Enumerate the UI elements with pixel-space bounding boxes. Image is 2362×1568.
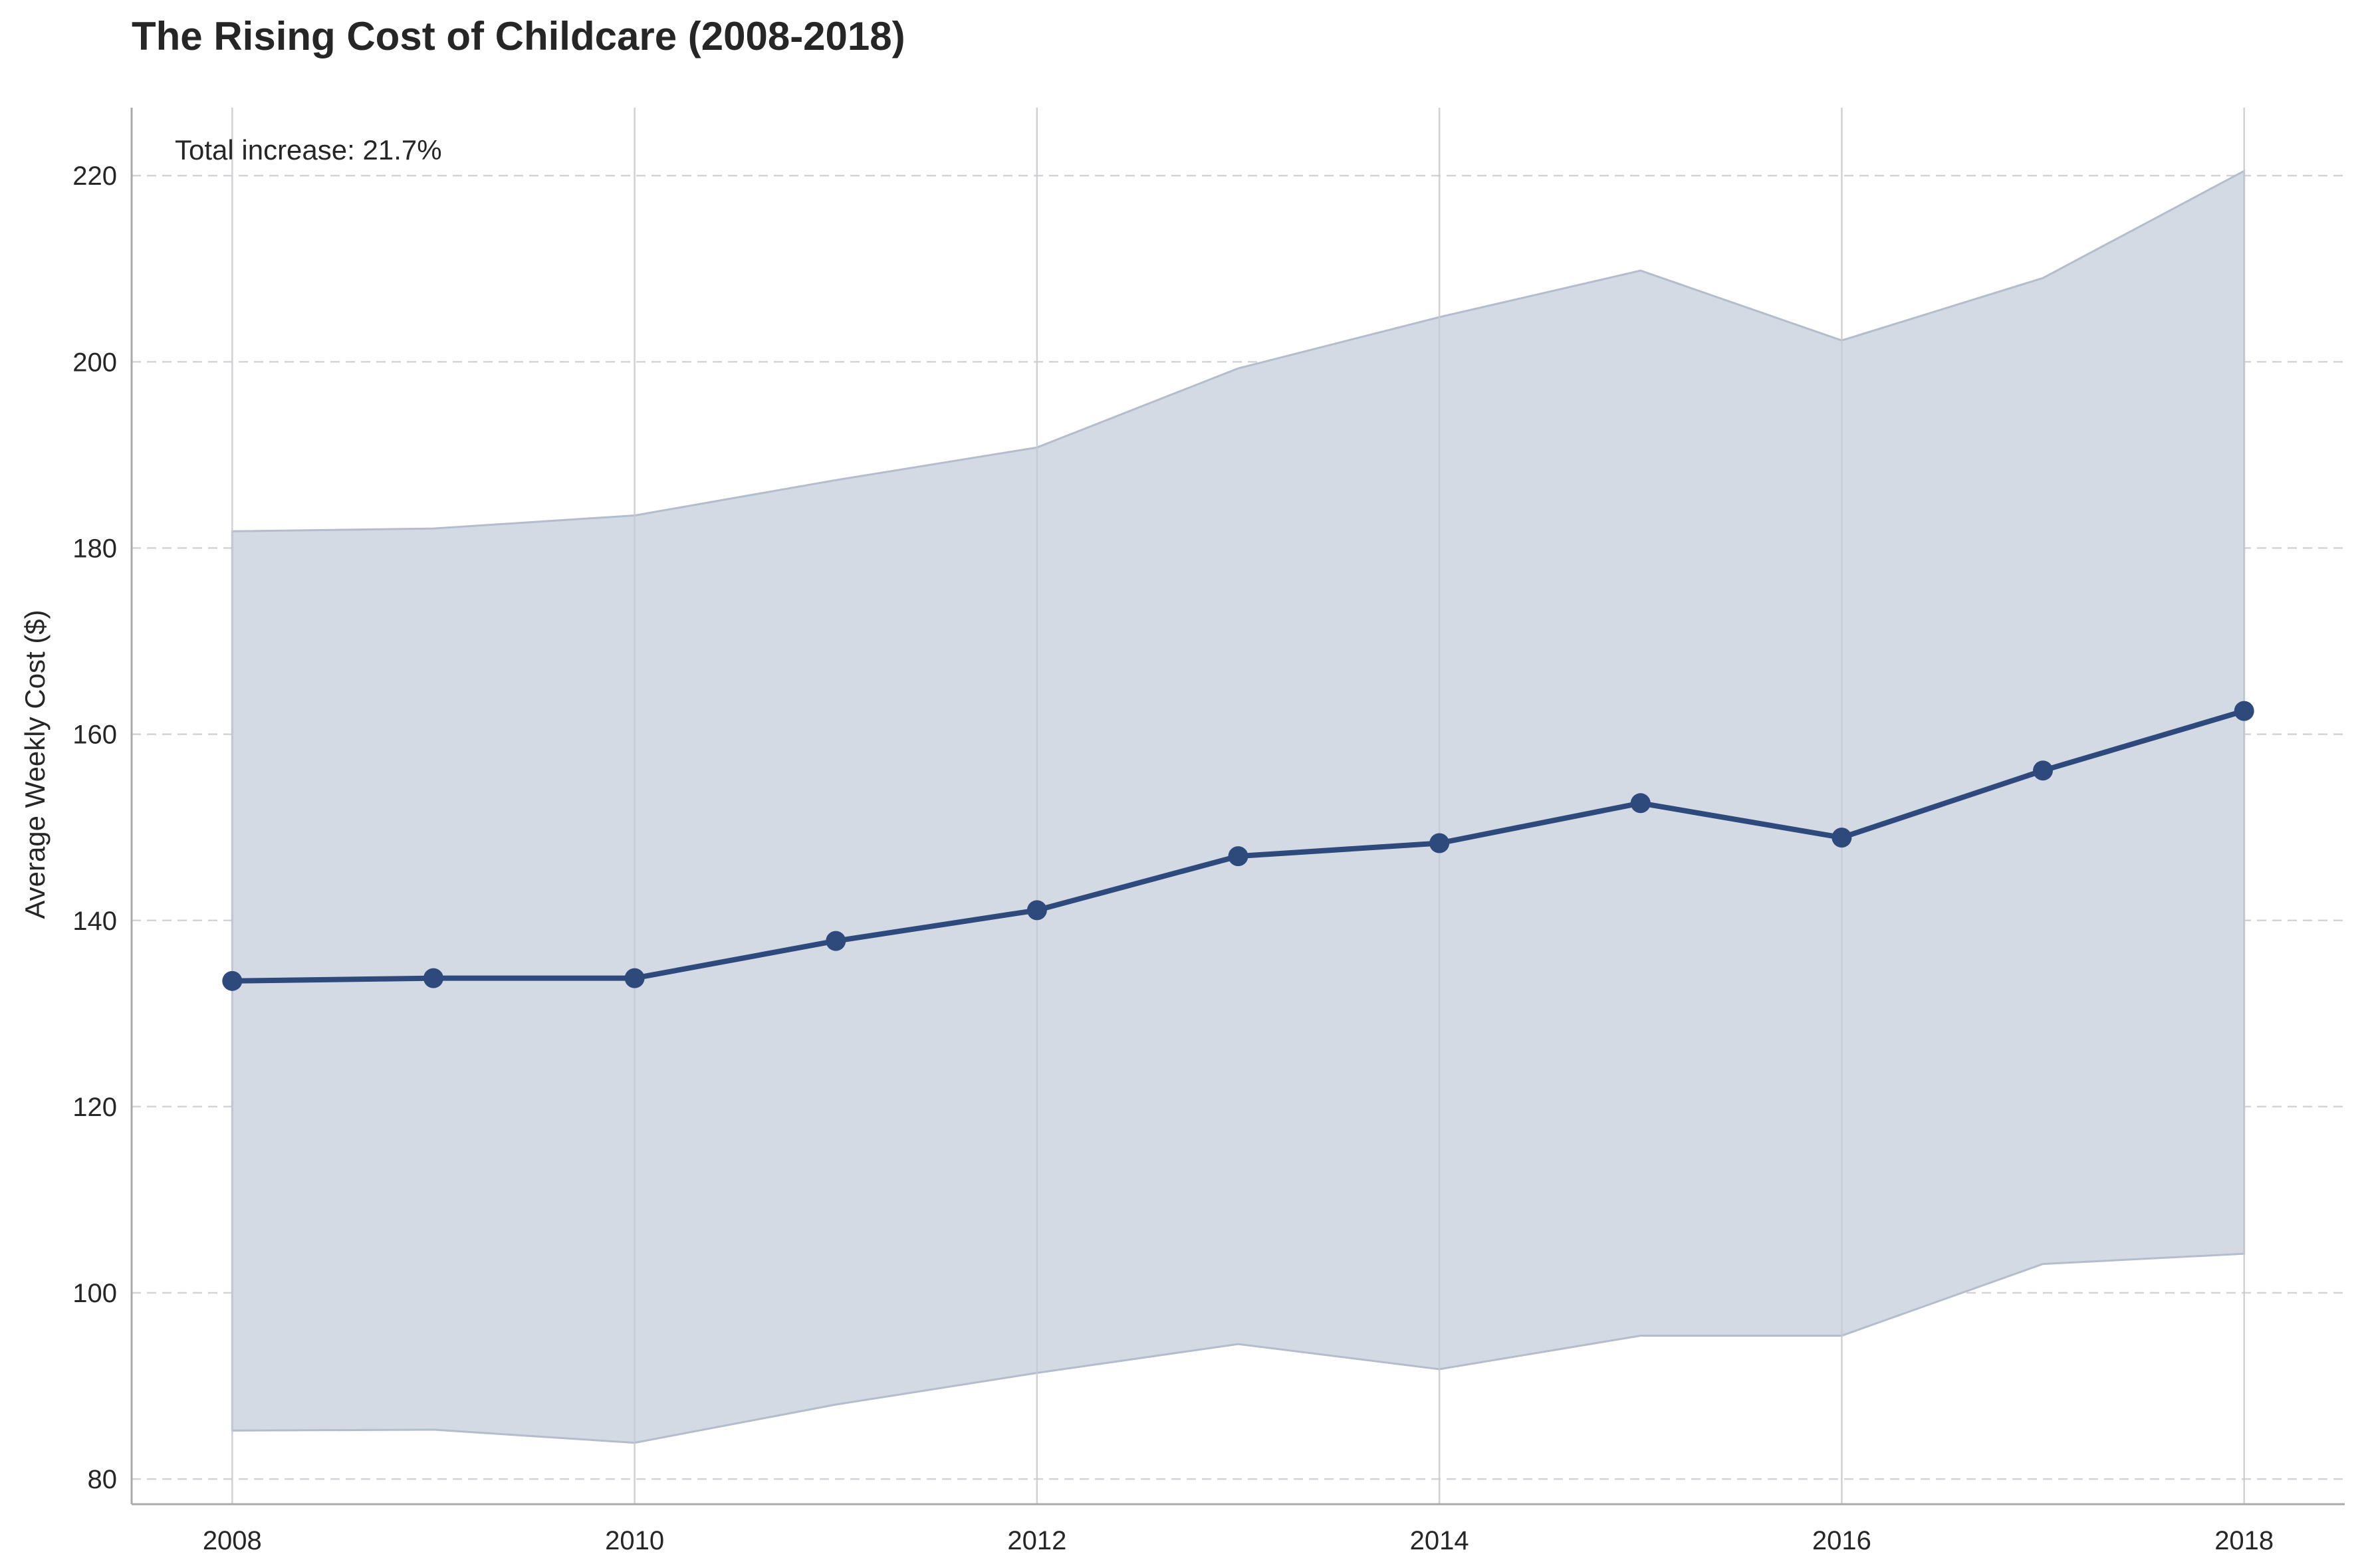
x-tick-label: 2012 (1007, 1526, 1066, 1555)
total-increase-annotation: Total increase: 21.7% (175, 134, 442, 166)
data-point (2234, 701, 2254, 721)
axes (130, 108, 2345, 1506)
y-tick-label: 80 (88, 1465, 118, 1494)
tick-labels: 80 100 120 140 160 180 200 220 2008 2010 2012 2014 2… (72, 162, 2274, 1555)
data-point (1026, 900, 1047, 921)
data-point (624, 968, 645, 988)
y-tick-label: 160 (72, 721, 117, 750)
chart-title: The Rising Cost of Childcare (2008-2018) (132, 14, 905, 58)
x-tick-label: 2018 (2214, 1526, 2274, 1555)
data-point (1831, 828, 1852, 848)
data-point (222, 970, 243, 991)
data-series (222, 701, 2254, 991)
data-point (423, 968, 443, 988)
data-point (1228, 846, 1248, 867)
data-point (2033, 760, 2054, 781)
y-tick-label: 220 (72, 162, 117, 191)
y-tick-label: 180 (72, 534, 117, 564)
y-tick-label: 120 (72, 1093, 117, 1122)
y-tick-label: 140 (72, 907, 117, 936)
x-tick-label: 2016 (1812, 1526, 1871, 1555)
x-tick-label: 2008 (203, 1526, 262, 1555)
y-tick-label: 200 (72, 348, 117, 377)
y-tick-label: 100 (72, 1279, 117, 1308)
data-point (1429, 833, 1450, 853)
data-point (826, 931, 846, 951)
y-axis-label: Average Weekly Cost ($) (19, 610, 51, 919)
x-tick-label: 2014 (1410, 1526, 1469, 1555)
x-tick-label: 2010 (605, 1526, 664, 1555)
data-point (1630, 793, 1651, 814)
